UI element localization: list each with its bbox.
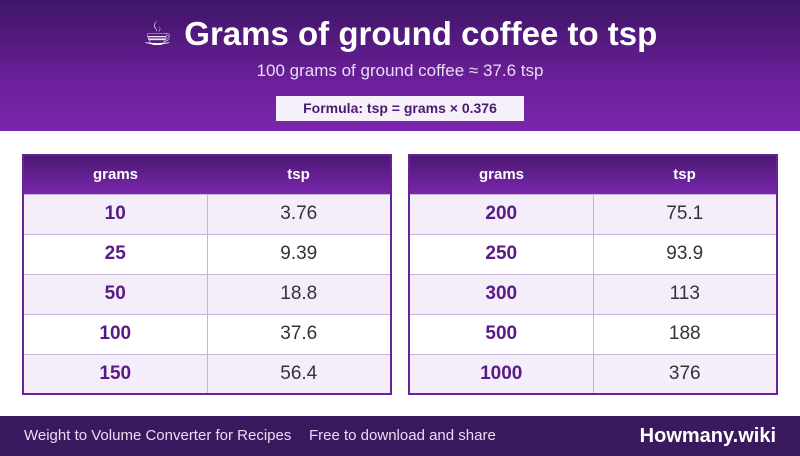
brand[interactable]: Howmany.wiki bbox=[639, 425, 776, 447]
grams-cell: 1000 bbox=[408, 353, 594, 395]
tsp-cell: 75.1 bbox=[592, 193, 778, 235]
grams-cell: 10 bbox=[22, 193, 208, 235]
column-header: tsp bbox=[593, 155, 777, 194]
row: 25 9.39 bbox=[22, 233, 392, 275]
row: 500 188 bbox=[408, 313, 778, 355]
row: 150 56.4 bbox=[22, 353, 392, 395]
column-header: grams bbox=[409, 155, 593, 194]
formula: Formula: tsp = grams × 0.376 bbox=[276, 96, 524, 121]
grams-cell: 100 bbox=[22, 313, 208, 355]
grams-cell: 250 bbox=[408, 233, 594, 275]
header-row: grams tsp bbox=[23, 155, 391, 194]
title-line: ☕ Grams of ground coffee to tsp bbox=[0, 14, 800, 53]
tsp-cell: 56.4 bbox=[206, 353, 392, 395]
tsp-cell: 37.6 bbox=[206, 313, 392, 355]
tsp-cell: 18.8 bbox=[206, 273, 392, 315]
grams-cell: 25 bbox=[22, 233, 208, 275]
grams-cell: 300 bbox=[408, 273, 594, 315]
column-header: grams bbox=[23, 155, 207, 194]
row: 100 37.6 bbox=[22, 313, 392, 355]
row: 250 93.9 bbox=[408, 233, 778, 275]
footer: Weight to Volume Converter for Recipes F… bbox=[0, 416, 800, 456]
grams-cell: 200 bbox=[408, 193, 594, 235]
row: 200 75.1 bbox=[408, 193, 778, 235]
row: 10 3.76 bbox=[22, 193, 392, 235]
row: 300 113 bbox=[408, 273, 778, 315]
tsp-cell: 113 bbox=[592, 273, 778, 315]
grams-cell: 150 bbox=[22, 353, 208, 395]
column-header: tsp bbox=[207, 155, 391, 194]
tsp-cell: 3.76 bbox=[206, 193, 392, 235]
header: ☕ Grams of ground coffee to tsp 100 grams… bbox=[0, 0, 800, 131]
footer-text: Free to download and share bbox=[309, 427, 496, 444]
table: grams tsp 200 75.1 250 93.9 300 113 500 188 1000 37… bbox=[408, 154, 778, 395]
table: grams tsp 10 3.76 25 9.39 50 18.8 100 37.6 150 56.4 bbox=[22, 154, 392, 395]
header-row: grams tsp bbox=[409, 155, 777, 194]
tsp-cell: 376 bbox=[592, 353, 778, 395]
footer-text: Weight to Volume Converter for Recipes bbox=[24, 427, 292, 444]
row: 1000 376 bbox=[408, 353, 778, 395]
title: Grams of ground coffee to tsp bbox=[184, 15, 658, 52]
row: 50 18.8 bbox=[22, 273, 392, 315]
icon: ☕ bbox=[142, 15, 173, 52]
tsp-cell: 188 bbox=[592, 313, 778, 355]
grams-cell: 500 bbox=[408, 313, 594, 355]
subtitle: 100 grams of ground coffee ≈ 37.6 tsp bbox=[256, 61, 544, 80]
grams-cell: 50 bbox=[22, 273, 208, 315]
tsp-cell: 9.39 bbox=[206, 233, 392, 275]
tsp-cell: 93.9 bbox=[592, 233, 778, 275]
